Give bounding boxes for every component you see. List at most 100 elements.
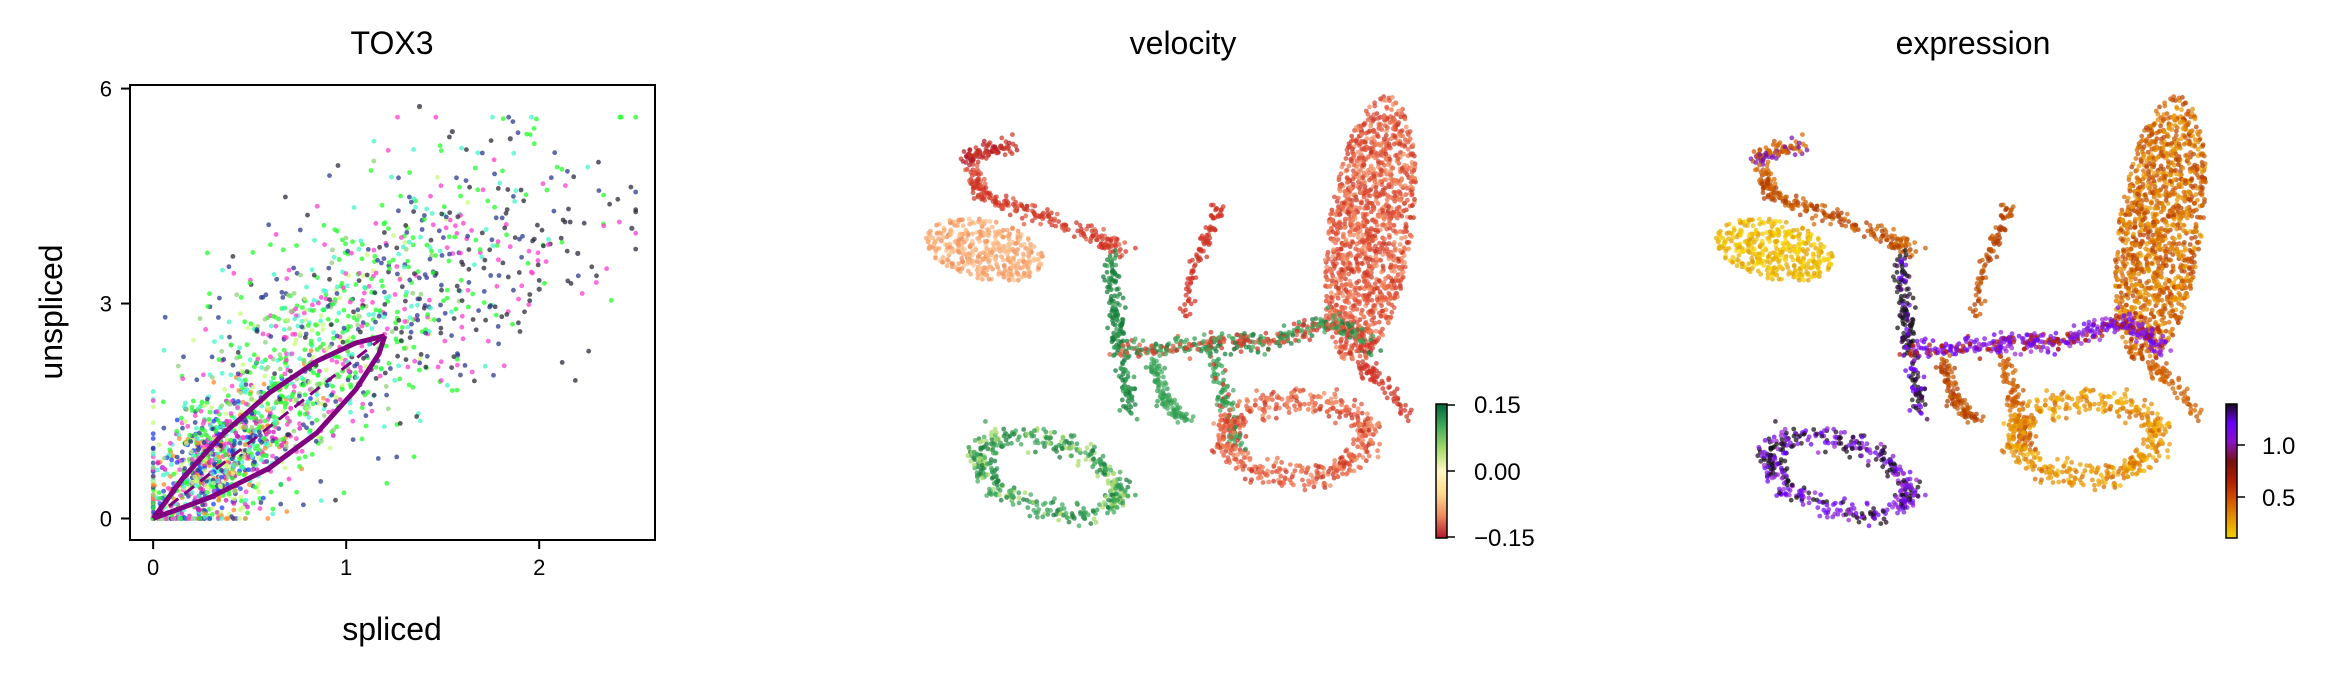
data-point: [1400, 274, 1406, 280]
data-point: [1104, 269, 1110, 275]
data-point: [232, 438, 237, 444]
data-point: [261, 381, 267, 387]
data-point: [1390, 102, 1396, 107]
data-point: [1107, 253, 1113, 259]
data-point: [377, 244, 382, 250]
data-point: [1153, 341, 1159, 347]
data-point: [407, 194, 412, 200]
data-point: [372, 254, 378, 259]
data-point: [197, 404, 202, 410]
data-point: [1108, 259, 1114, 265]
data-point: [1333, 212, 1338, 218]
data-point: [210, 375, 215, 380]
data-point: [1013, 265, 1019, 271]
data-point: [1336, 349, 1342, 355]
data-point: [511, 150, 517, 156]
data-point: [331, 427, 337, 433]
data-point: [243, 377, 248, 383]
data-point: [366, 283, 372, 289]
data-point: [479, 150, 485, 156]
data-point: [933, 246, 939, 252]
data-point: [345, 248, 351, 254]
data-point: [231, 507, 237, 513]
data-point: [1373, 198, 1379, 203]
data-point: [181, 354, 186, 360]
data-point: [287, 326, 292, 331]
data-point: [333, 399, 339, 404]
data-point: [231, 496, 237, 502]
data-point: [1021, 221, 1027, 227]
data-point: [358, 368, 364, 374]
data-point: [410, 235, 416, 241]
data-point: [1402, 201, 1407, 206]
data-point: [1318, 316, 1323, 322]
data-point: [1357, 286, 1363, 291]
data-point: [525, 260, 531, 266]
data-point: [987, 219, 993, 224]
data-point: [1349, 343, 1355, 349]
data-point: [1384, 125, 1390, 130]
data-point: [1123, 387, 1129, 393]
data-point: [1265, 336, 1270, 342]
data-point: [227, 418, 233, 424]
data-point: [1357, 205, 1363, 211]
data-point: [1357, 299, 1362, 304]
data-point: [1187, 356, 1193, 362]
data-point: [1352, 303, 1358, 308]
data-point: [195, 507, 201, 512]
data-point: [1356, 266, 1361, 272]
data-point: [405, 324, 411, 330]
data-point: [488, 273, 494, 278]
data-point: [433, 114, 439, 120]
data-point: [1102, 233, 1107, 239]
data-point: [1113, 278, 1119, 284]
data-point: [193, 495, 198, 501]
data-point: [965, 268, 971, 274]
data-point: [393, 326, 399, 331]
data-point: [1335, 295, 1341, 301]
data-point: [519, 283, 525, 289]
data-point: [472, 262, 477, 268]
data-point: [1190, 257, 1195, 263]
data-point: [265, 516, 271, 521]
data-point: [409, 303, 414, 309]
data-point: [503, 210, 509, 216]
data-point: [321, 307, 327, 313]
data-point: [1155, 398, 1160, 404]
data-point: [182, 466, 188, 471]
data-point: [1177, 405, 1183, 410]
data-point: [285, 292, 291, 298]
data-point: [563, 183, 568, 189]
data-point: [209, 471, 215, 477]
data-point: [396, 208, 401, 214]
data-point: [1002, 247, 1007, 252]
data-point: [302, 411, 308, 417]
data-point: [510, 119, 516, 124]
data-point: [1113, 313, 1119, 318]
data-point: [1234, 332, 1240, 338]
data-point: [975, 159, 981, 165]
data-point: [266, 429, 272, 435]
data-point: [313, 438, 319, 444]
data-point: [317, 368, 322, 374]
data-point: [417, 275, 422, 281]
data-point: [963, 167, 968, 173]
data-point: [240, 465, 246, 471]
data-point: [344, 339, 350, 344]
data-point: [264, 405, 270, 411]
data-point: [192, 420, 198, 425]
data-point: [246, 467, 251, 473]
data-point: [1121, 367, 1127, 372]
data-point: [445, 382, 450, 388]
data-point: [291, 428, 297, 434]
data-point: [289, 351, 295, 357]
data-point: [1362, 184, 1368, 190]
data-point: [439, 282, 444, 288]
data-point: [962, 231, 968, 237]
data-point: [321, 406, 327, 412]
data-point: [282, 404, 288, 410]
data-point: [455, 214, 461, 220]
data-point: [454, 175, 459, 181]
data-point: [1365, 298, 1371, 303]
data-point: [427, 256, 433, 262]
